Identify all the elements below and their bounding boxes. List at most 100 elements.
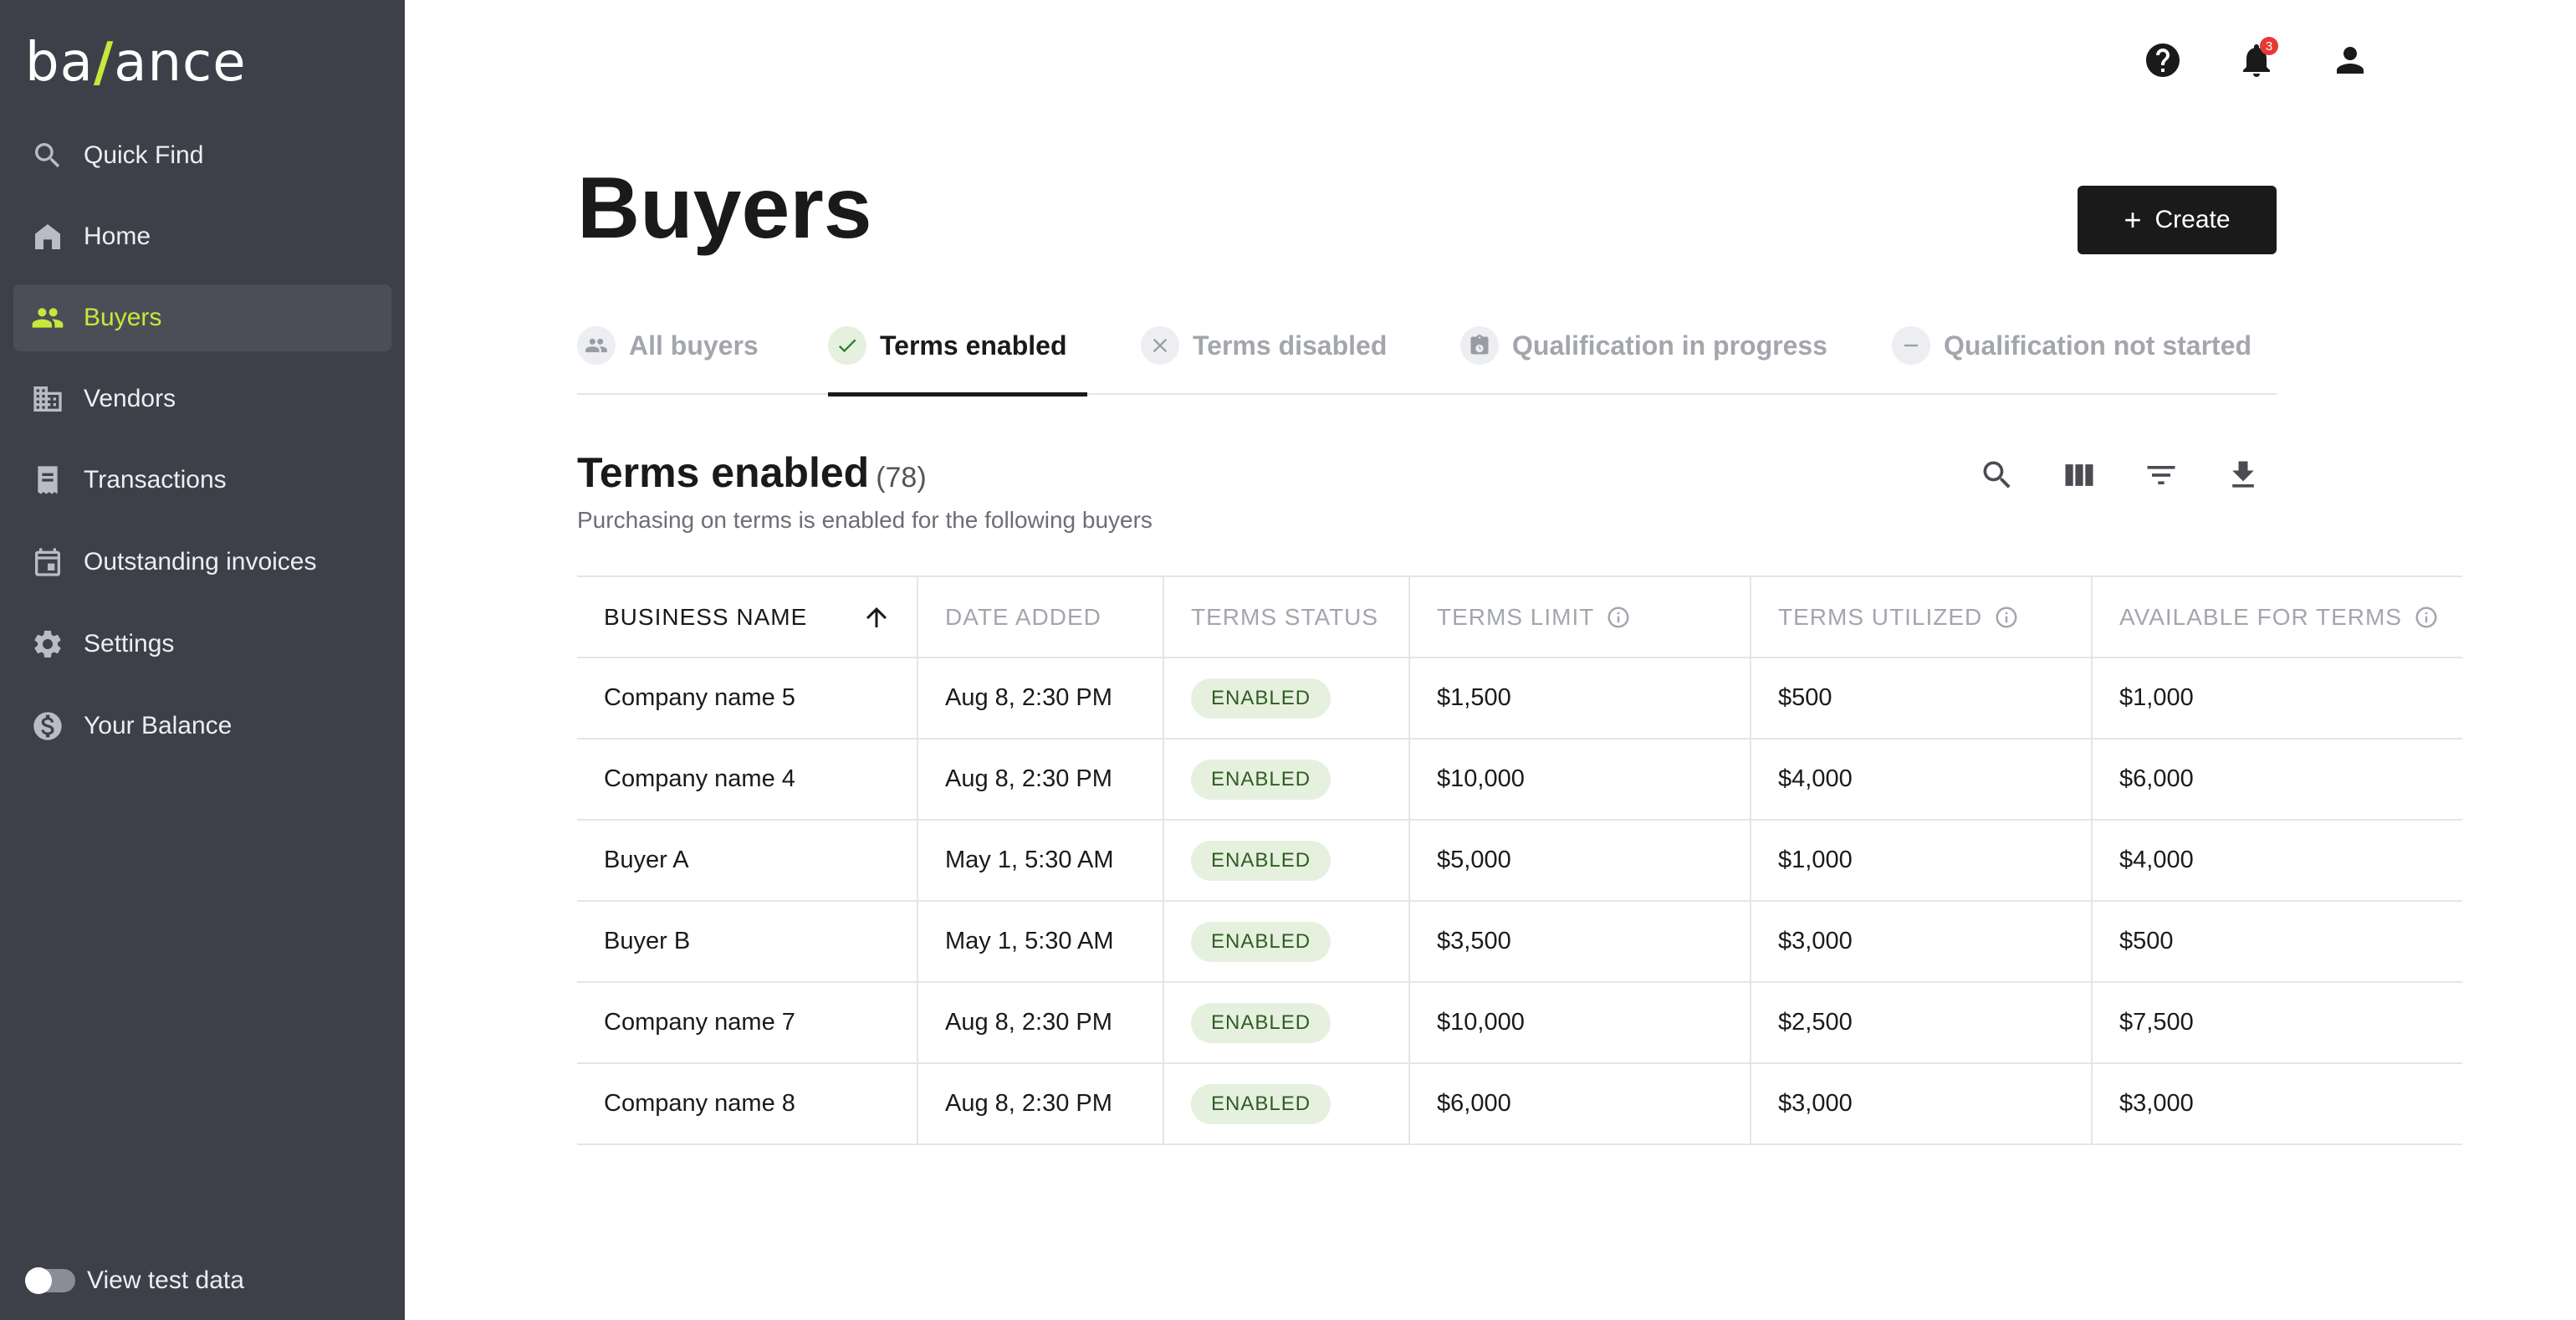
column-header-label: DATE ADDED — [945, 603, 1101, 630]
tab-terms-enabled[interactable]: Terms enabled — [828, 323, 1087, 397]
table-row[interactable]: Company name 5 Aug 8, 2:30 PM ENABLED $1… — [577, 658, 2462, 739]
available-for-terms-cell: $3,000 — [2119, 1090, 2194, 1117]
status-badge: ENABLED — [1191, 1002, 1331, 1043]
search-icon — [1983, 461, 2011, 489]
business-name-cell: Company name 5 — [577, 658, 918, 738]
terms-status-cell: ENABLED — [1164, 739, 1410, 819]
terms-limit-cell: $10,000 — [1410, 739, 1751, 819]
table-row[interactable]: Buyer B May 1, 5:30 AM ENABLED $3,500 $3… — [577, 902, 2462, 983]
tab-label: Terms disabled — [1193, 330, 1388, 361]
help-button[interactable] — [2139, 37, 2186, 84]
buyer-filter-tabs: All buyers Terms enabled Terms disabled … — [577, 323, 2277, 397]
dollar-icon — [30, 709, 65, 744]
section-subtitle: Purchasing on terms is enabled for the f… — [577, 507, 1153, 533]
terms-limit-cell: $5,000 — [1410, 821, 1751, 900]
download-button[interactable] — [2221, 453, 2265, 497]
minus-icon — [1892, 326, 1930, 365]
sidebar-item-buyers[interactable]: Buyers — [13, 284, 391, 351]
column-header-date-added[interactable]: DATE ADDED — [918, 577, 1164, 657]
tab-terms-disabled[interactable]: Terms disabled — [1141, 323, 1387, 395]
table-row[interactable]: Company name 8 Aug 8, 2:30 PM ENABLED $6… — [577, 1064, 2462, 1145]
column-header-label: TERMS STATUS — [1191, 603, 1379, 630]
section-title-text: Terms enabled — [577, 449, 870, 496]
terms-status-cell: ENABLED — [1164, 983, 1410, 1062]
tab-label: All buyers — [629, 330, 759, 361]
status-badge: ENABLED — [1191, 1083, 1331, 1124]
terms-utilized-cell: $3,000 — [1751, 902, 2093, 981]
terms-status-cell: ENABLED — [1164, 658, 1410, 738]
check-icon — [828, 326, 866, 365]
column-header-label: BUSINESS NAME — [604, 603, 808, 630]
sidebar-item-label: Home — [84, 223, 151, 250]
create-button[interactable]: + Create — [2078, 186, 2277, 254]
terms-status-cell: ENABLED — [1164, 821, 1410, 900]
toggle-knob — [25, 1267, 52, 1294]
sidebar-item-vendors[interactable]: Vendors — [13, 366, 391, 432]
terms-status-cell: ENABLED — [1164, 1064, 1410, 1143]
sidebar: ba/ance Quick Find Home Buyers Vendors T… — [0, 0, 405, 1320]
info-icon[interactable] — [1994, 605, 2019, 630]
view-test-data-toggle[interactable] — [25, 1267, 75, 1294]
arrow-up-icon[interactable] — [861, 602, 892, 632]
view-test-data-toggle-row[interactable]: View test data — [25, 1266, 244, 1295]
notifications-button[interactable]: 3 — [2233, 37, 2280, 84]
sidebar-item-settings[interactable]: Settings — [13, 611, 391, 678]
terms-limit-cell: $3,500 — [1410, 902, 1751, 981]
account-button[interactable] — [2327, 37, 2374, 84]
page-title: Buyers — [577, 160, 872, 257]
tab-qualification-in-progress[interactable]: Qualification in progress — [1460, 323, 1827, 395]
tab-all-buyers[interactable]: All buyers — [577, 323, 759, 395]
tab-label: Qualification not started — [1944, 330, 2252, 361]
available-for-terms-cell: $500 — [2119, 928, 2174, 954]
columns-button[interactable] — [2057, 453, 2101, 497]
calendar-icon — [30, 545, 65, 580]
terms-utilized-cell: $2,500 — [1751, 983, 2093, 1062]
table-row[interactable]: Company name 4 Aug 8, 2:30 PM ENABLED $1… — [577, 739, 2462, 821]
available-for-terms-cell: $6,000 — [2119, 765, 2194, 792]
table-row[interactable]: Company name 7 Aug 8, 2:30 PM ENABLED $1… — [577, 983, 2462, 1064]
date-added-cell: May 1, 5:30 AM — [918, 902, 1164, 981]
table-header-row: BUSINESS NAME DATE ADDED TERMS STATUS TE… — [577, 577, 2462, 658]
download-icon — [2232, 461, 2254, 488]
sidebar-item-label: Quick Find — [84, 141, 204, 169]
info-icon[interactable] — [1606, 605, 1631, 630]
balance-logo[interactable]: ba/ance — [25, 32, 247, 94]
sidebar-item-outstanding-invoices[interactable]: Outstanding invoices — [13, 529, 391, 596]
filter-icon — [2147, 466, 2175, 484]
filter-button[interactable] — [2139, 453, 2183, 497]
columns-icon — [2065, 464, 2093, 486]
tab-qualification-not-started[interactable]: Qualification not started — [1892, 323, 2251, 395]
column-header-business-name[interactable]: BUSINESS NAME — [577, 577, 918, 657]
terms-utilized-cell: $3,000 — [1751, 1064, 2093, 1143]
available-for-terms-cell: $7,500 — [2119, 1009, 2194, 1036]
tab-label: Terms enabled — [880, 330, 1067, 361]
sidebar-item-your-balance[interactable]: Your Balance — [13, 693, 391, 760]
date-added-cell: Aug 8, 2:30 PM — [918, 983, 1164, 1062]
home-icon — [30, 219, 65, 254]
sidebar-item-quick-find[interactable]: Quick Find — [13, 122, 391, 189]
user-icon — [2337, 47, 2364, 74]
column-header-terms-limit[interactable]: TERMS LIMIT — [1410, 577, 1751, 657]
column-header-terms-status[interactable]: TERMS STATUS — [1164, 577, 1410, 657]
sidebar-item-label: Vendors — [84, 385, 176, 412]
status-badge: ENABLED — [1191, 840, 1331, 881]
status-badge: ENABLED — [1191, 921, 1331, 962]
date-added-cell: May 1, 5:30 AM — [918, 821, 1164, 900]
column-header-available-for-terms[interactable]: AVAILABLE FOR TERMS — [2093, 577, 2462, 657]
sidebar-item-home[interactable]: Home — [13, 203, 391, 270]
info-icon[interactable] — [2414, 605, 2439, 630]
table-search-button[interactable] — [1975, 453, 2019, 497]
sidebar-item-label: Settings — [84, 630, 175, 657]
business-name-cell: Company name 8 — [577, 1064, 918, 1143]
people-icon — [577, 326, 616, 365]
column-header-label: AVAILABLE FOR TERMS — [2119, 603, 2402, 630]
sidebar-item-transactions[interactable]: Transactions — [13, 447, 391, 514]
table-row[interactable]: Buyer A May 1, 5:30 AM ENABLED $5,000 $1… — [577, 821, 2462, 902]
close-icon — [1141, 326, 1179, 365]
column-header-label: TERMS UTILIZED — [1778, 603, 1983, 630]
notification-count-badge: 3 — [2260, 37, 2278, 55]
column-header-terms-utilized[interactable]: TERMS UTILIZED — [1751, 577, 2093, 657]
tab-label: Qualification in progress — [1512, 330, 1827, 361]
gear-icon — [30, 627, 65, 662]
sidebar-item-label: Your Balance — [84, 712, 233, 739]
